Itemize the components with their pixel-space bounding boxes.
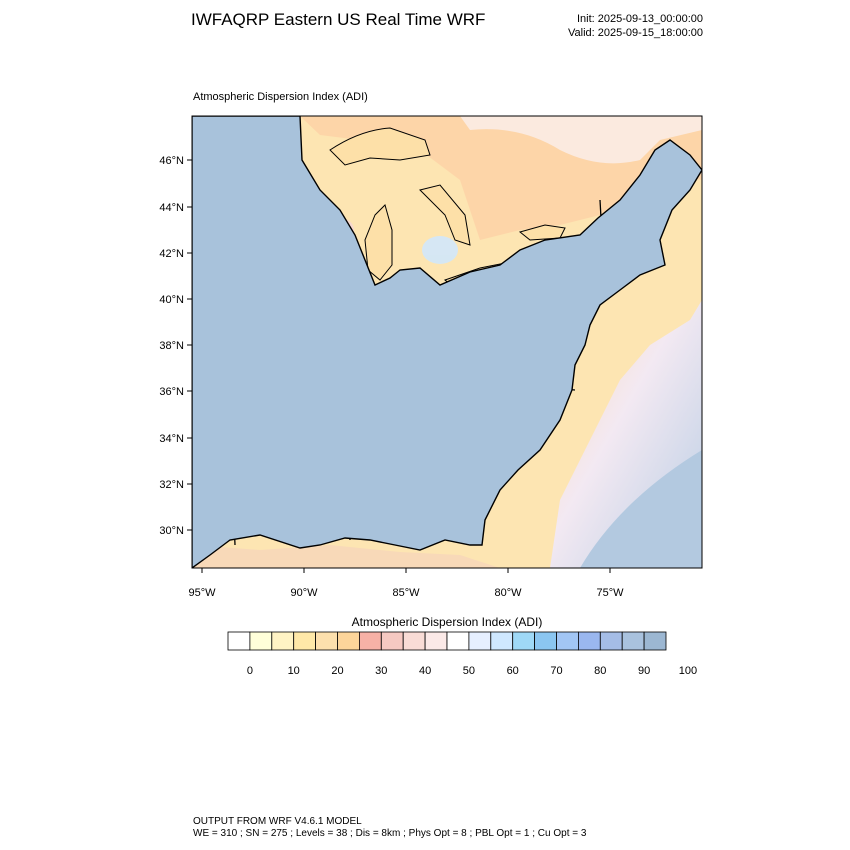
colorbar-tick-label: 30 xyxy=(375,665,387,677)
lon-label: 85°W xyxy=(392,587,420,599)
lon-label: 95°W xyxy=(188,587,216,599)
colorbar-tick-label: 60 xyxy=(507,665,519,677)
colorbar-tick-label: 70 xyxy=(550,665,562,677)
lat-label: 38°N xyxy=(159,340,184,352)
longitude-axis: 95°W 90°W 85°W 80°W 75°W xyxy=(188,568,624,599)
colorbar-swatch xyxy=(358,631,382,651)
colorbar-swatch xyxy=(424,631,448,651)
colorbar-swatch xyxy=(293,631,317,651)
lake-huron xyxy=(419,184,471,246)
lat-label: 42°N xyxy=(159,248,184,260)
colorbar-swatch xyxy=(578,631,601,651)
colorbar-tick-label: 90 xyxy=(638,665,650,677)
plot-title: IWFAQRP Eastern US Real Time WRF xyxy=(191,10,486,29)
map-plot-area xyxy=(192,116,702,568)
colorbar-swatch xyxy=(534,631,557,651)
colorbar-swatch xyxy=(337,631,360,651)
footer-model-line: OUTPUT FROM WRF V4.6.1 MODEL xyxy=(193,816,362,827)
map-title: Atmospheric Dispersion Index (ADI) xyxy=(193,91,368,103)
valid-time: Valid: 2025-09-15_18:00:00 xyxy=(568,27,703,39)
colorbar-swatch xyxy=(315,631,338,651)
colorbar-swatch xyxy=(380,631,404,651)
colorbar-tick-label: 0 xyxy=(247,665,253,677)
colorbar-tick-label: 50 xyxy=(463,665,475,677)
colorbar-tick-labels: 0 10 20 30 40 50 60 70 80 90 100 xyxy=(247,665,697,677)
init-time: Init: 2025-09-13_00:00:00 xyxy=(577,13,703,25)
lake-ontario xyxy=(518,224,566,241)
colorbar-swatch xyxy=(249,631,273,651)
colorbar-swatch xyxy=(599,631,623,651)
lon-label: 80°W xyxy=(494,587,522,599)
colorbar-tick-label: 100 xyxy=(679,665,697,677)
atlantic-ocean-deep xyxy=(580,450,702,568)
great-lakes xyxy=(329,127,566,289)
map-frame xyxy=(191,115,703,569)
colorbar-swatch xyxy=(490,631,514,651)
colorbar xyxy=(227,631,667,651)
colorbar-title: Atmospheric Dispersion Index (ADI) xyxy=(351,615,543,629)
colorbar-swatch xyxy=(402,631,426,651)
lat-label: 46°N xyxy=(159,155,184,167)
colorbar-swatch xyxy=(556,631,579,651)
lat-label: 36°N xyxy=(159,386,184,398)
latitude-axis: 46°N 44°N 42°N 40°N 38°N 36°N 34°N 32°N 30°N xyxy=(159,155,192,537)
colorbar-swatch xyxy=(512,631,536,651)
colorbar-tick-label: 20 xyxy=(331,665,343,677)
colorbar-swatch xyxy=(271,631,295,651)
colorbar-tick-label: 10 xyxy=(288,665,300,677)
lat-label: 40°N xyxy=(159,294,184,306)
lake-superior xyxy=(329,127,431,166)
lat-label: 34°N xyxy=(159,433,184,445)
lat-label: 32°N xyxy=(159,479,184,491)
colorbar-tick-label: 80 xyxy=(594,665,606,677)
lake-michigan xyxy=(364,204,393,281)
lat-label: 30°N xyxy=(159,525,184,537)
lon-label: 75°W xyxy=(596,587,624,599)
colorbar-swatch xyxy=(468,631,492,651)
footer-options-line: WE = 310 ; SN = 275 ; Levels = 38 ; Dis … xyxy=(193,828,587,839)
canada-cloud-band xyxy=(460,116,702,164)
colorbar-tick-label: 40 xyxy=(419,665,431,677)
colorbar-swatch xyxy=(446,631,470,651)
gulf-of-mexico xyxy=(192,545,500,568)
colorbar-swatch xyxy=(621,631,645,651)
lat-label: 44°N xyxy=(159,202,184,214)
colorbar-swatch xyxy=(643,631,667,651)
lon-label: 90°W xyxy=(290,587,318,599)
colorbar-swatch xyxy=(227,631,251,651)
